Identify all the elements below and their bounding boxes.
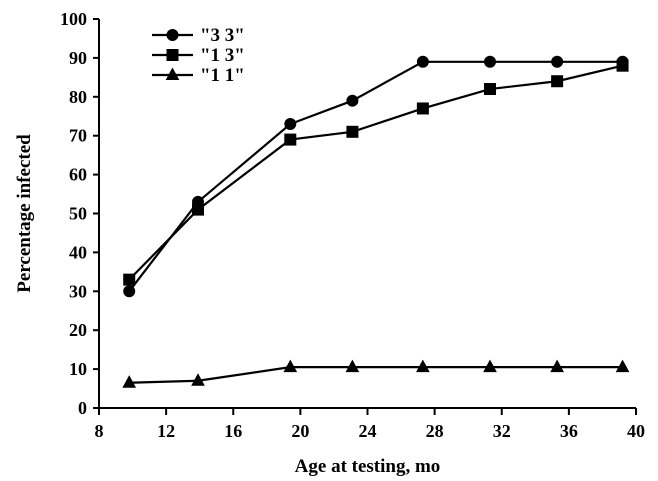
- x-axis-title: Age at testing, mo: [295, 456, 441, 477]
- series-11-point: [483, 359, 497, 373]
- series-33-point: [123, 285, 136, 298]
- y-tick-label: 50: [69, 204, 87, 224]
- y-tick-label: 10: [69, 359, 87, 379]
- series-11-point: [550, 359, 564, 373]
- series-33-point: [284, 118, 297, 131]
- y-tick-label: 70: [69, 126, 87, 146]
- y-tick-label: 40: [69, 242, 87, 262]
- series-33-line: [128, 60, 623, 292]
- y-tick-label: 30: [69, 281, 87, 301]
- series-13-line: [128, 64, 623, 281]
- y-tick-label: 100: [60, 9, 87, 29]
- legend-item-13: "1 3": [152, 45, 245, 66]
- legend-label: "1 1": [200, 65, 245, 86]
- series-13-point: [192, 203, 205, 216]
- series-13-point: [551, 75, 564, 88]
- legend-marker-square: [166, 49, 179, 61]
- series-11-point: [191, 373, 205, 386]
- x-tick-label: 28: [426, 421, 444, 441]
- y-axis-title: Percentage infected: [14, 134, 35, 293]
- x-tick-label: 20: [291, 421, 309, 441]
- legend-marker-triangle: [165, 67, 180, 80]
- series-33: [123, 55, 629, 298]
- axes: 0 10 20 30 40 50 60 70 80 90 100 8 12 16 20 24 28 32 36 40: [60, 9, 645, 441]
- legend-marker-circle: [166, 29, 179, 41]
- x-tick-label: 16: [224, 421, 242, 441]
- series-13-point: [416, 102, 429, 115]
- x-tick-label: 36: [560, 421, 578, 441]
- series-11-point: [345, 359, 360, 373]
- series-33-point: [346, 94, 359, 107]
- series-layer: [122, 55, 630, 388]
- series-11-point: [416, 359, 430, 373]
- series-13: [123, 59, 629, 286]
- legend-label: "3 3": [200, 25, 245, 46]
- series-13-point: [616, 59, 629, 72]
- series-11: [122, 359, 630, 388]
- legend-item-11: "1 1": [152, 65, 245, 86]
- series-11-point: [122, 375, 137, 388]
- series-11-point: [615, 359, 630, 373]
- series-33-point: [416, 55, 429, 68]
- series-33-point: [484, 55, 497, 68]
- series-11-point: [283, 359, 298, 373]
- series-33-point: [551, 55, 564, 68]
- x-tick-label: 24: [359, 421, 377, 441]
- y-tick-label: 20: [69, 320, 87, 340]
- y-tick-label: 60: [69, 165, 87, 185]
- y-tick-label: 90: [69, 48, 87, 68]
- x-tick-label: 8: [95, 421, 104, 441]
- legend-label: "1 3": [200, 45, 245, 66]
- series-13-point: [484, 83, 497, 96]
- legend-item-33: "3 3": [152, 25, 245, 46]
- legend: "3 3""1 3""1 1": [152, 25, 245, 86]
- y-tick-label: 80: [69, 87, 87, 107]
- series-13-point: [284, 133, 297, 146]
- series-11-line: [129, 366, 623, 384]
- x-tick-label: 32: [493, 421, 511, 441]
- series-13-point: [123, 273, 136, 286]
- x-tick-label: 40: [627, 421, 645, 441]
- x-tick-label: 12: [157, 421, 175, 441]
- y-tick-label: 0: [78, 398, 87, 418]
- series-13-point: [346, 125, 359, 138]
